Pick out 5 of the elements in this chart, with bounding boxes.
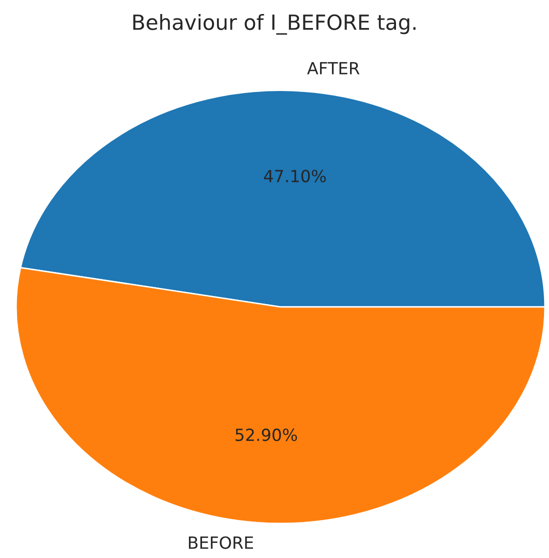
slice-label: BEFORE <box>188 536 254 549</box>
slice-label: AFTER <box>307 62 360 74</box>
data-label: 52.90% <box>236 428 297 442</box>
data-label: 47.10% <box>264 170 326 182</box>
chart-title: Behaviour of I_BEFORE tag. <box>133 14 416 35</box>
